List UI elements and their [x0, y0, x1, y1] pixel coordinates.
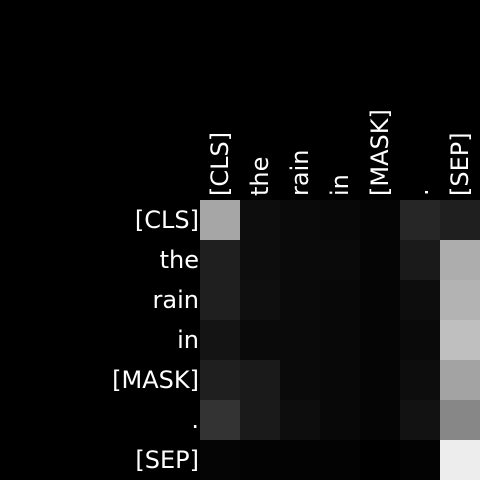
heatmap-cell-0-4: [360, 200, 400, 240]
heatmap-cell-4-6: [440, 360, 480, 400]
heatmap-cell-2-1: [240, 280, 280, 320]
y-tick-labels: [CLS] the rain in [MASK]. [SEP]: [112, 206, 199, 474]
heatmap-cell-4-4: [360, 360, 400, 400]
heatmap-cell-3-5: [400, 320, 440, 360]
y-tick-label: [CLS]: [135, 206, 199, 234]
heatmap-cell-6-3: [320, 440, 360, 480]
heatmap-cell-1-3: [320, 240, 360, 280]
heatmap-cell-5-4: [360, 400, 400, 440]
heatmap-cell-5-6: [440, 400, 480, 440]
heatmap-cell-1-5: [400, 240, 440, 280]
x-tick-label: [SEP]: [446, 132, 474, 196]
heatmap-cell-0-6: [440, 200, 480, 240]
x-tick-labels: [CLS] the rain in [MASK]. [SEP]: [206, 109, 474, 196]
heatmap-cell-5-2: [280, 400, 320, 440]
heatmap-cell-0-1: [240, 200, 280, 240]
heatmap-cell-5-3: [320, 400, 360, 440]
heatmap-cell-2-6: [440, 280, 480, 320]
heatmap-cell-1-0: [200, 240, 240, 280]
x-tick-label: rain: [286, 150, 314, 196]
heatmap-cell-1-4: [360, 240, 400, 280]
y-tick-label: the: [160, 246, 199, 274]
heatmap-cell-6-5: [400, 440, 440, 480]
y-tick-label: [SEP]: [135, 446, 199, 474]
heatmap-cells: [200, 200, 480, 480]
heatmap-cell-6-1: [240, 440, 280, 480]
y-tick-label: [MASK]: [112, 366, 199, 394]
heatmap-cell-2-4: [360, 280, 400, 320]
heatmap-cell-4-1: [240, 360, 280, 400]
heatmap-cell-5-0: [200, 400, 240, 440]
heatmap-cell-5-5: [400, 400, 440, 440]
y-tick-label: rain: [153, 286, 199, 314]
heatmap-cell-1-2: [280, 240, 320, 280]
heatmap-cell-1-1: [240, 240, 280, 280]
heatmap-cell-3-0: [200, 320, 240, 360]
heatmap-cell-0-0: [200, 200, 240, 240]
heatmap-cell-6-2: [280, 440, 320, 480]
heatmap-cell-6-6: [440, 440, 480, 480]
heatmap-cell-6-4: [360, 440, 400, 480]
heatmap-cell-2-2: [280, 280, 320, 320]
x-tick-label: the: [246, 157, 274, 196]
y-tick-label: .: [191, 406, 199, 434]
x-tick-label: [CLS]: [206, 132, 234, 196]
heatmap-cell-2-3: [320, 280, 360, 320]
heatmap-cell-4-5: [400, 360, 440, 400]
heatmap-cell-0-3: [320, 200, 360, 240]
heatmap-cell-3-4: [360, 320, 400, 360]
heatmap-cell-3-3: [320, 320, 360, 360]
x-tick-label: .: [406, 188, 434, 196]
heatmap-cell-0-2: [280, 200, 320, 240]
heatmap-cell-6-0: [200, 440, 240, 480]
x-tick-label: [MASK]: [366, 109, 394, 196]
heatmap-cell-0-5: [400, 200, 440, 240]
heatmap-cell-3-6: [440, 320, 480, 360]
heatmap-cell-1-6: [440, 240, 480, 280]
heatmap-cell-3-2: [280, 320, 320, 360]
heatmap-cell-2-0: [200, 280, 240, 320]
heatmap-cell-2-5: [400, 280, 440, 320]
heatmap-cell-4-2: [280, 360, 320, 400]
heatmap-cell-3-1: [240, 320, 280, 360]
x-tick-label: in: [326, 174, 354, 196]
heatmap-cell-4-3: [320, 360, 360, 400]
y-tick-label: in: [177, 326, 199, 354]
heatmap-cell-4-0: [200, 360, 240, 400]
heatmap-cell-5-1: [240, 400, 280, 440]
